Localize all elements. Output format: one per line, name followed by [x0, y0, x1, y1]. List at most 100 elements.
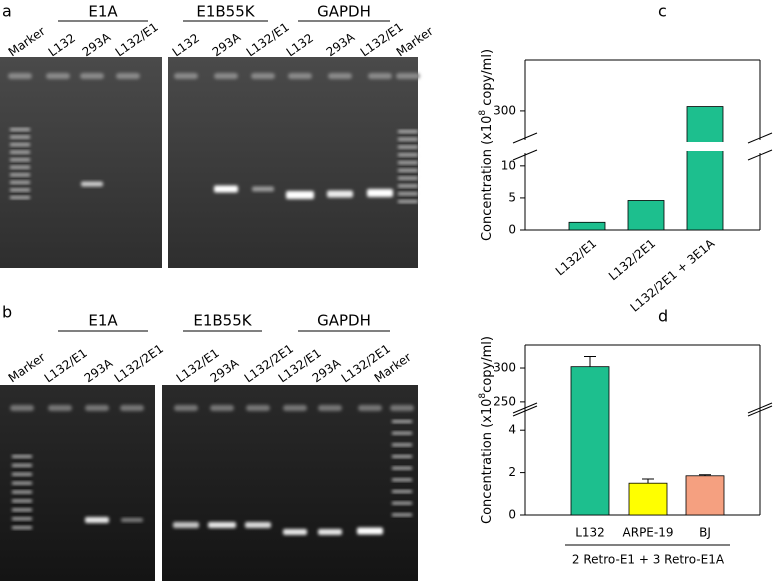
ladder-band [398, 145, 418, 149]
x-tick-label: L132/E1 [553, 236, 599, 278]
ladder-band [10, 188, 30, 192]
lane-label: L132/E1 [42, 346, 90, 385]
gel-band [286, 191, 314, 199]
y-tick-label: 300 [493, 103, 516, 117]
lane-label: 293A [82, 356, 116, 386]
y-tick-label: 250 [493, 394, 516, 408]
bar-break [686, 142, 724, 151]
ladder-band [12, 481, 32, 485]
gel-band [252, 186, 274, 192]
y-tick-label: 0 [508, 508, 516, 522]
ladder-band [392, 431, 412, 435]
ladder-band [12, 526, 32, 530]
gel-band [208, 522, 236, 528]
ladder-band [12, 472, 32, 476]
lane-label: 293A [324, 30, 358, 60]
bar [568, 221, 606, 231]
lane-label: L132/2E1 [112, 341, 166, 385]
gel-band [283, 529, 307, 535]
panel-label: a [2, 2, 12, 21]
x-axis-label: 2 Retro-E1 + 3 Retro-E1A [572, 553, 725, 567]
lane-label: 293A [210, 30, 244, 60]
ladder-band [392, 466, 412, 470]
ladder-band [10, 180, 30, 184]
group-label: E1A [88, 312, 118, 330]
gel-well [283, 405, 307, 411]
ladder-band [392, 490, 412, 493]
ladder-band [392, 420, 412, 423]
ladder-band [12, 508, 32, 512]
gel-well [48, 405, 72, 411]
ladder-band [398, 168, 418, 172]
ladder-band [398, 200, 418, 203]
ladder-band [392, 501, 412, 505]
y-tick-label: 0 [508, 223, 516, 237]
gel-band [327, 190, 353, 198]
gel-band [357, 527, 383, 535]
lane-label: 293A [80, 30, 114, 60]
bar [686, 106, 724, 231]
x-tick-label: ARPE-19 [623, 526, 674, 540]
error-bar [584, 356, 596, 367]
gel-well [46, 73, 70, 79]
ladder-band [398, 176, 418, 180]
lane-label: Marker [6, 24, 48, 59]
gel-well [328, 73, 352, 79]
bar [627, 200, 665, 231]
y-axis-label-part: 8 [478, 393, 488, 399]
gel-well [8, 73, 32, 79]
ladder-band [398, 184, 418, 188]
gel-well [120, 405, 144, 411]
gel-well [85, 405, 109, 411]
ladder-band [12, 463, 32, 467]
axis-break [512, 149, 538, 161]
gel-band [173, 522, 199, 528]
gel-band [81, 181, 103, 187]
axis-break [512, 405, 538, 417]
gel-well [390, 405, 414, 411]
gel-well [288, 73, 312, 79]
ladder-band [398, 192, 418, 196]
x-tick-label: L132/2E1 [606, 236, 658, 283]
ladder-band [392, 443, 412, 447]
ladder-band [10, 128, 30, 131]
lane-label: L132 [284, 31, 316, 59]
y-axis-label-part: Concentration (x10 [480, 399, 495, 524]
ladder-band [12, 490, 32, 494]
axis-break [747, 402, 773, 414]
gel-well [396, 73, 420, 79]
gel-well [246, 405, 270, 411]
lane-label: L132 [170, 31, 202, 59]
y-axis-label-part: copy/ml) [480, 49, 495, 110]
gel-well [214, 73, 238, 79]
ladder-band [398, 130, 418, 133]
ladder-band [10, 173, 30, 177]
lane-label: L132 [46, 31, 78, 59]
axis-break [747, 132, 773, 144]
gel-well [368, 73, 392, 79]
y-tick-label: 5 [508, 190, 516, 204]
axis-break [512, 132, 538, 144]
ladder-band [392, 455, 412, 458]
ladder-band [10, 135, 30, 139]
gel-band [318, 529, 342, 535]
bar [685, 475, 725, 516]
y-axis-label-part: 8 [478, 110, 488, 116]
x-tick-label: L132 [575, 526, 605, 540]
ladder-band [392, 478, 412, 482]
y-axis-label: Concentration (x108 copy/ml) [478, 49, 495, 241]
y-tick-label: 300 [493, 361, 516, 375]
gel-well [174, 405, 198, 411]
bar [570, 366, 610, 516]
error-bar [699, 474, 711, 476]
ladder-band [12, 499, 32, 503]
gel-well [174, 73, 198, 79]
y-axis-label-part: copy/ml) [480, 336, 495, 393]
ladder-band [398, 137, 418, 141]
panel-label: d [658, 307, 668, 326]
ladder-band [12, 455, 32, 458]
y-tick-label: 2 [508, 465, 516, 479]
gel-well [10, 405, 34, 411]
gel-band [245, 522, 271, 528]
